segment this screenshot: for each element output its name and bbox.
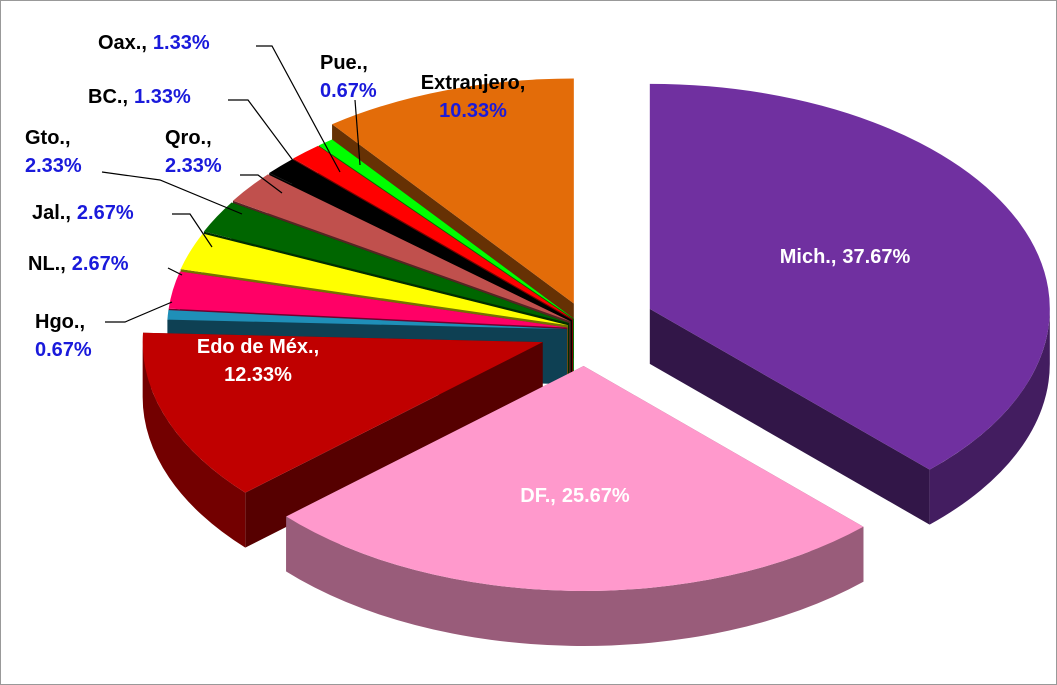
label-name: NL. xyxy=(28,253,60,275)
label-separator: , xyxy=(79,311,85,333)
label-name: Gto. xyxy=(25,127,65,149)
leader-line xyxy=(105,301,173,323)
label-value: 2.67% xyxy=(72,253,129,275)
slice xyxy=(286,365,864,591)
leader-line xyxy=(240,174,283,194)
label-separator: , xyxy=(60,253,66,275)
label-name: Extranjero xyxy=(421,72,520,94)
label-name: Jal. xyxy=(32,202,65,224)
label-name: Qro. xyxy=(165,127,206,149)
slice xyxy=(318,139,574,319)
label-separator: , xyxy=(141,32,147,54)
label-value: 12.33% xyxy=(224,364,292,386)
label-name: Hgo. xyxy=(35,311,79,333)
label-separator: , xyxy=(362,52,368,74)
leader-line xyxy=(256,45,341,173)
data-label: Extranjero, 10.33% xyxy=(421,72,526,122)
data-label: Hgo., 0.67% xyxy=(35,311,92,361)
label-value: 10.33% xyxy=(439,100,507,122)
label-separator: , xyxy=(206,127,212,149)
label-value: 2.67% xyxy=(77,202,134,224)
slice xyxy=(293,145,573,320)
slice xyxy=(232,174,571,322)
slice-cut-face xyxy=(649,308,930,525)
slice-side xyxy=(286,516,864,646)
data-label: Qro., 2.33% xyxy=(165,127,222,177)
label-value: 37.67% xyxy=(842,246,910,268)
slice xyxy=(332,78,574,304)
slice xyxy=(649,83,1050,470)
data-label: Oax., 1.33% xyxy=(98,32,210,54)
slice xyxy=(286,365,864,646)
data-label: NL., 2.67% xyxy=(28,253,129,275)
label-value: 1.33% xyxy=(134,86,191,108)
label-name: Oax. xyxy=(98,32,141,54)
slice xyxy=(649,83,1050,525)
label-separator: , xyxy=(831,246,837,268)
slice xyxy=(168,271,568,328)
slice xyxy=(203,202,570,324)
label-value: 2.33% xyxy=(165,155,222,177)
label-value: 2.33% xyxy=(25,155,82,177)
label-name: BC. xyxy=(88,86,122,108)
label-name: Mich. xyxy=(780,246,831,268)
leader-line xyxy=(354,99,361,166)
slice xyxy=(167,310,568,330)
leader-line xyxy=(172,213,213,248)
label-separator: , xyxy=(520,72,526,94)
data-label: DF., 25.67% xyxy=(520,485,630,507)
data-label: Gto., 2.33% xyxy=(25,127,82,177)
data-label: Edo de Méx., 12.33% xyxy=(197,336,319,386)
label-separator: , xyxy=(65,202,71,224)
slice-side xyxy=(929,308,1050,525)
label-value: 0.67% xyxy=(320,80,377,102)
label-name: DF. xyxy=(520,485,550,507)
leader-line xyxy=(101,171,243,215)
label-name: Pue. xyxy=(320,52,362,74)
label-value: 0.67% xyxy=(35,339,92,361)
label-separator: , xyxy=(550,485,556,507)
label-separator: , xyxy=(65,127,71,149)
slice xyxy=(180,233,569,326)
slice-side xyxy=(142,342,246,548)
slice xyxy=(142,332,543,548)
data-label: Mich., 37.67% xyxy=(780,246,911,268)
label-separator: , xyxy=(122,86,128,108)
label-name: Edo de Méx. xyxy=(197,336,314,358)
slice xyxy=(142,332,543,493)
leader-line xyxy=(167,267,183,276)
data-label: BC., 1.33% xyxy=(88,86,191,108)
label-value: 1.33% xyxy=(153,32,210,54)
data-label: Pue., 0.67% xyxy=(320,52,377,102)
label-separator: , xyxy=(314,336,320,358)
slice xyxy=(269,159,572,321)
data-label: Jal., 2.67% xyxy=(32,202,134,224)
leader-line xyxy=(228,99,313,187)
label-value: 25.67% xyxy=(562,485,630,507)
